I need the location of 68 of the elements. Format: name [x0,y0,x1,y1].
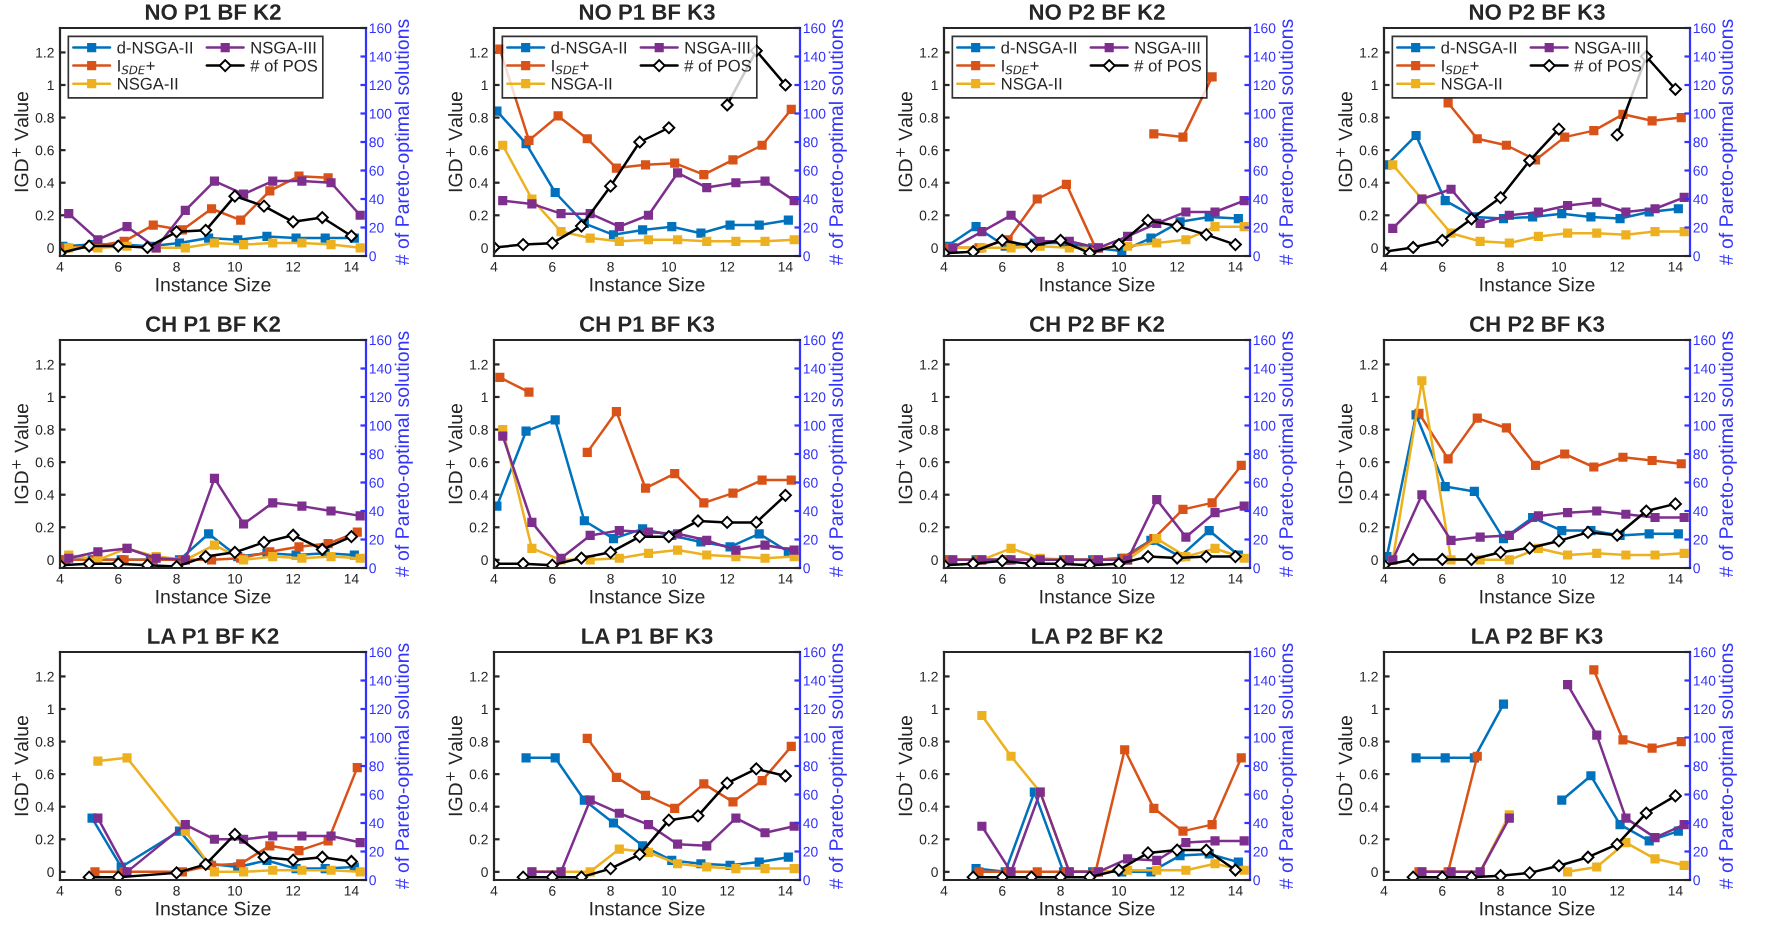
y-axis-title: IGD$^{+}$ Value [446,91,463,192]
legend-label: # of POS [1134,59,1202,72]
y2-axis-title: # of Pareto-optimal solutions [1278,19,1297,266]
chart-title: CH P1 BF K3 [580,316,715,332]
y2-axis-title: # of Pareto-optimal solutions [828,643,847,890]
y-axis-title: IGD$^{+}$ Value [1336,403,1353,504]
chart-title: LA P2 BF K2 [1032,628,1163,644]
x-axis-title: Instance Size [1040,277,1155,292]
legend-label: # of POS [684,59,752,72]
legend-label: d-NSGA-II [1441,41,1516,54]
x-axis-title: Instance Size [1040,589,1155,604]
chart-title: CH P2 BF K2 [1030,316,1165,332]
chart-title: CH P1 BF K2 [146,316,281,332]
x-axis-title: Instance Size [156,589,271,604]
x-axis-title: Instance Size [1040,901,1155,916]
chart-title: NO P1 BF K2 [145,4,281,20]
y2-axis-title: # of Pareto-optimal solutions [1718,643,1737,890]
legend-label: NSGA-III [1575,41,1640,54]
legend-label: NSGA-III [685,41,750,54]
legend-label: d-NSGA-II [1001,41,1076,54]
x-axis-title: Instance Size [590,277,705,292]
y-axis-title: IGD$^{+}$ Value [896,403,913,504]
legend-label: NSGA-II [1002,77,1062,90]
chart-title: NO P2 BF K3 [1469,4,1605,20]
legend-label: NSGA-II [552,77,612,90]
chart-title: NO P2 BF K2 [1029,4,1165,20]
y-axis-title: IGD$^{+}$ Value [1336,91,1353,192]
y-axis-title: IGD$^{+}$ Value [446,403,463,504]
y-axis-title: IGD$^{+}$ Value [12,403,29,504]
chart-title: LA P1 BF K2 [148,628,279,644]
legend-label: I$_{SDE}$+ [1442,59,1479,75]
legend-label: # of POS [250,59,318,72]
legend-label: I$_{SDE}$+ [1002,59,1039,75]
x-axis-title: Instance Size [1480,901,1595,916]
legend-label: NSGA-III [1135,41,1200,54]
chart-title: NO P1 BF K3 [579,4,715,20]
chart-title: LA P2 BF K3 [1472,628,1603,644]
y2-axis-title: # of Pareto-optimal solutions [1278,331,1297,578]
y2-axis-title: # of Pareto-optimal solutions [828,331,847,578]
x-axis-title: Instance Size [1480,277,1595,292]
y2-axis-title: # of Pareto-optimal solutions [394,19,413,266]
legend-label: # of POS [1574,59,1642,72]
y2-axis-title: # of Pareto-optimal solutions [394,331,413,578]
legend-label: NSGA-II [1442,77,1502,90]
x-axis-title: Instance Size [156,901,271,916]
chart-title: CH P2 BF K3 [1470,316,1605,332]
y-axis-title: IGD$^{+}$ Value [896,715,913,816]
y-axis-title: IGD$^{+}$ Value [896,91,913,192]
y-axis-title: IGD$^{+}$ Value [1336,715,1353,816]
x-axis-title: Instance Size [156,277,271,292]
y-axis-title: IGD$^{+}$ Value [446,715,463,816]
y2-axis-title: # of Pareto-optimal solutions [1278,643,1297,890]
legend-label: NSGA-III [251,41,316,54]
y2-axis-title: # of Pareto-optimal solutions [1718,331,1737,578]
y2-axis-title: # of Pareto-optimal solutions [394,643,413,890]
chart-title: LA P1 BF K3 [582,628,713,644]
y-axis-title: IGD$^{+}$ Value [12,91,29,192]
legend-label: I$_{SDE}$+ [552,59,589,75]
y2-axis-title: # of Pareto-optimal solutions [1718,19,1737,266]
legend-label: d-NSGA-II [551,41,626,54]
x-axis-title: Instance Size [1480,589,1595,604]
x-axis-title: Instance Size [590,589,705,604]
y-axis-title: IGD$^{+}$ Value [12,715,29,816]
legend-label: I$_{SDE}$+ [118,59,155,75]
x-axis-title: Instance Size [590,901,705,916]
legend-label: NSGA-II [118,77,178,90]
legend-label: d-NSGA-II [117,41,192,54]
y2-axis-title: # of Pareto-optimal solutions [828,19,847,266]
